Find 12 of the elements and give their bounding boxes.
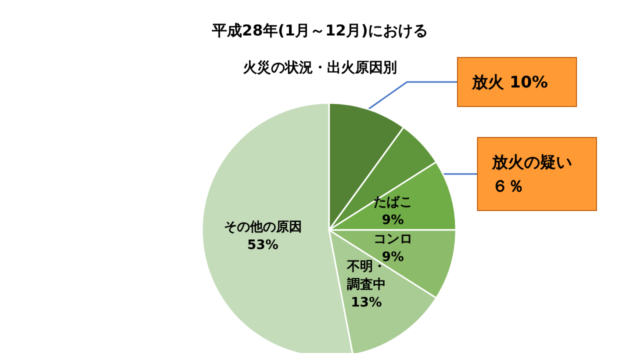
slice-label: その他の原因 [224, 220, 302, 235]
data-label: ６％ [492, 176, 524, 196]
slice-label: たばこ [373, 194, 412, 210]
slice-label: 放火 10% [471, 72, 548, 92]
data-label: 53% [247, 238, 278, 253]
chart-title: 平成28年(1月～12月)における [211, 22, 428, 40]
data-label: 9% [382, 212, 404, 228]
slice-label: コンロ [373, 232, 412, 248]
data-label: 9% [382, 250, 404, 266]
data-label: 13% [350, 296, 382, 310]
slice-label: 放火の疑い [491, 152, 578, 172]
chart-subtitle: 火災の状況・出火原因別 [243, 60, 397, 76]
